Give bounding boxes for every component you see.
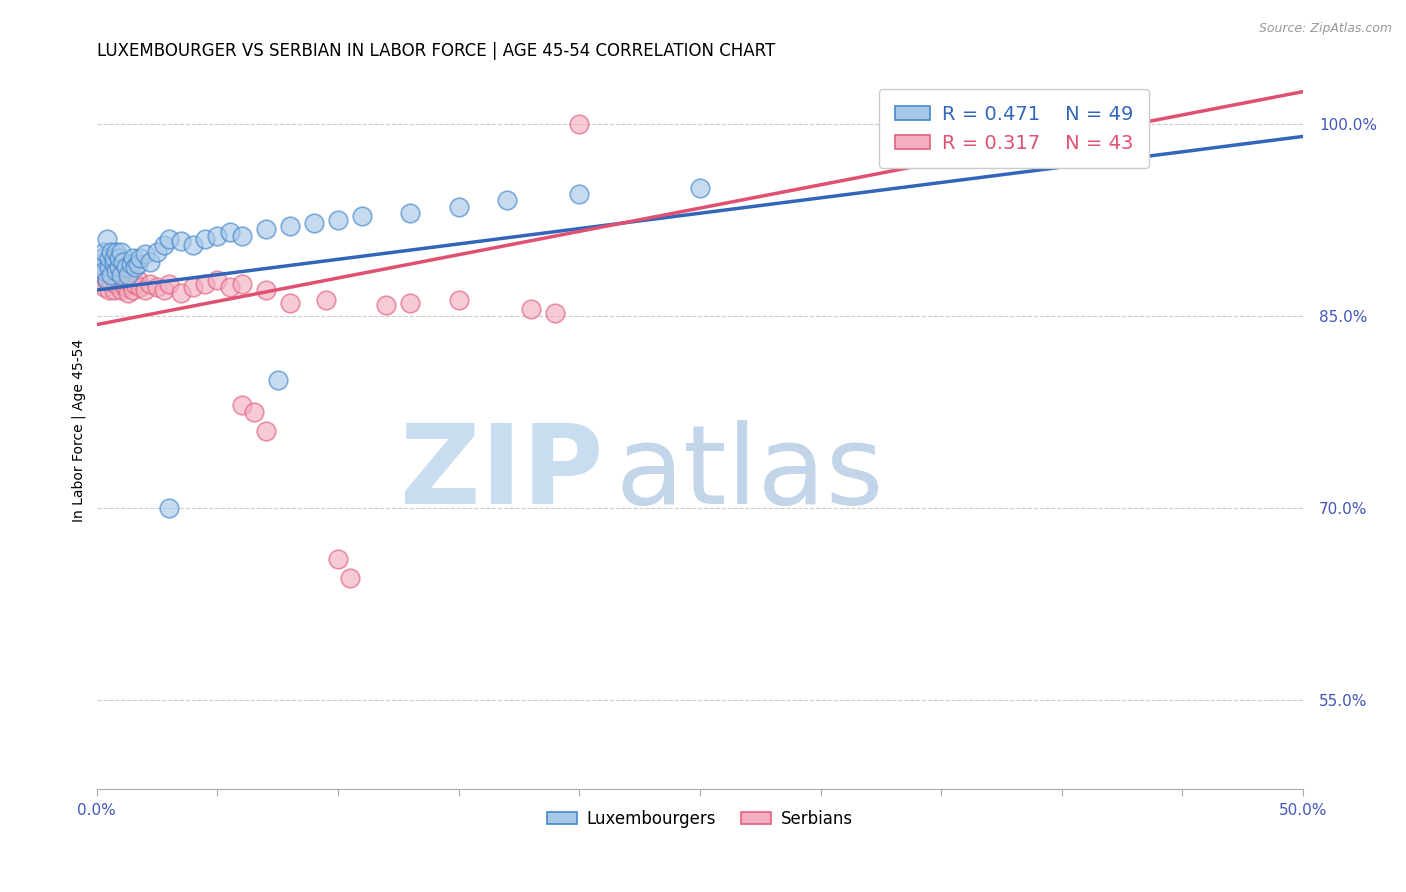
Point	[153, 283, 176, 297]
Point	[117, 268, 139, 282]
Point	[139, 255, 162, 269]
Point	[157, 232, 180, 246]
Point	[447, 293, 470, 308]
Point	[399, 295, 422, 310]
Point	[110, 244, 132, 259]
Point	[568, 117, 591, 131]
Point	[90, 268, 112, 282]
Point	[93, 244, 115, 259]
Point	[110, 268, 132, 282]
Point	[447, 200, 470, 214]
Point	[97, 251, 120, 265]
Point	[93, 264, 115, 278]
Point	[278, 295, 301, 310]
Point	[112, 255, 135, 269]
Point	[170, 285, 193, 300]
Point	[134, 283, 156, 297]
Point	[129, 251, 152, 265]
Text: atlas: atlas	[616, 420, 884, 527]
Point	[96, 273, 118, 287]
Point	[124, 277, 146, 291]
Point	[375, 298, 398, 312]
Point	[124, 260, 146, 274]
Point	[90, 251, 112, 265]
Point	[146, 280, 169, 294]
Point	[107, 273, 129, 287]
Point	[107, 260, 129, 274]
Point	[110, 283, 132, 297]
Point	[107, 251, 129, 265]
Point	[122, 283, 145, 297]
Point	[326, 212, 349, 227]
Point	[278, 219, 301, 233]
Y-axis label: In Labor Force | Age 45-54: In Labor Force | Age 45-54	[72, 339, 86, 523]
Point	[520, 302, 543, 317]
Point	[93, 280, 115, 294]
Point	[89, 257, 111, 271]
Point	[302, 217, 325, 231]
Point	[103, 257, 125, 271]
Point	[194, 232, 217, 246]
Point	[120, 277, 142, 291]
Point	[689, 180, 711, 194]
Point	[112, 277, 135, 291]
Point	[207, 229, 229, 244]
Point	[231, 229, 253, 244]
Point	[96, 232, 118, 246]
Point	[105, 277, 128, 291]
Point	[105, 244, 128, 259]
Point	[103, 283, 125, 297]
Point	[207, 273, 229, 287]
Point	[183, 238, 205, 252]
Point	[146, 244, 169, 259]
Point	[97, 260, 120, 274]
Point	[89, 273, 111, 287]
Point	[139, 277, 162, 291]
Point	[157, 277, 180, 291]
Point	[127, 257, 149, 271]
Point	[242, 404, 264, 418]
Point	[134, 247, 156, 261]
Point	[399, 206, 422, 220]
Point	[103, 251, 125, 265]
Point	[153, 238, 176, 252]
Point	[254, 283, 277, 297]
Point	[568, 187, 591, 202]
Point	[105, 264, 128, 278]
Text: Source: ZipAtlas.com: Source: ZipAtlas.com	[1258, 22, 1392, 36]
Point	[170, 235, 193, 249]
Point	[120, 257, 142, 271]
Legend: Luxembourgers, Serbians: Luxembourgers, Serbians	[540, 804, 860, 835]
Text: ZIP: ZIP	[401, 420, 603, 527]
Point	[157, 500, 180, 515]
Point	[218, 280, 240, 294]
Point	[100, 268, 122, 282]
Point	[339, 571, 361, 585]
Point	[97, 283, 120, 297]
Point	[117, 285, 139, 300]
Point	[129, 280, 152, 294]
Point	[194, 277, 217, 291]
Point	[326, 551, 349, 566]
Point	[100, 276, 122, 290]
Point	[100, 244, 122, 259]
Point	[231, 398, 253, 412]
Point	[496, 194, 519, 208]
Point	[267, 373, 290, 387]
Point	[231, 277, 253, 291]
Point	[114, 280, 136, 294]
Point	[122, 251, 145, 265]
Point	[218, 226, 240, 240]
Point	[114, 260, 136, 274]
Point	[96, 273, 118, 287]
Text: LUXEMBOURGER VS SERBIAN IN LABOR FORCE | AGE 45-54 CORRELATION CHART: LUXEMBOURGER VS SERBIAN IN LABOR FORCE |…	[97, 42, 775, 60]
Point	[352, 209, 374, 223]
Point	[315, 293, 337, 308]
Point	[254, 424, 277, 438]
Point	[183, 280, 205, 294]
Point	[544, 306, 567, 320]
Point	[254, 221, 277, 235]
Point	[127, 273, 149, 287]
